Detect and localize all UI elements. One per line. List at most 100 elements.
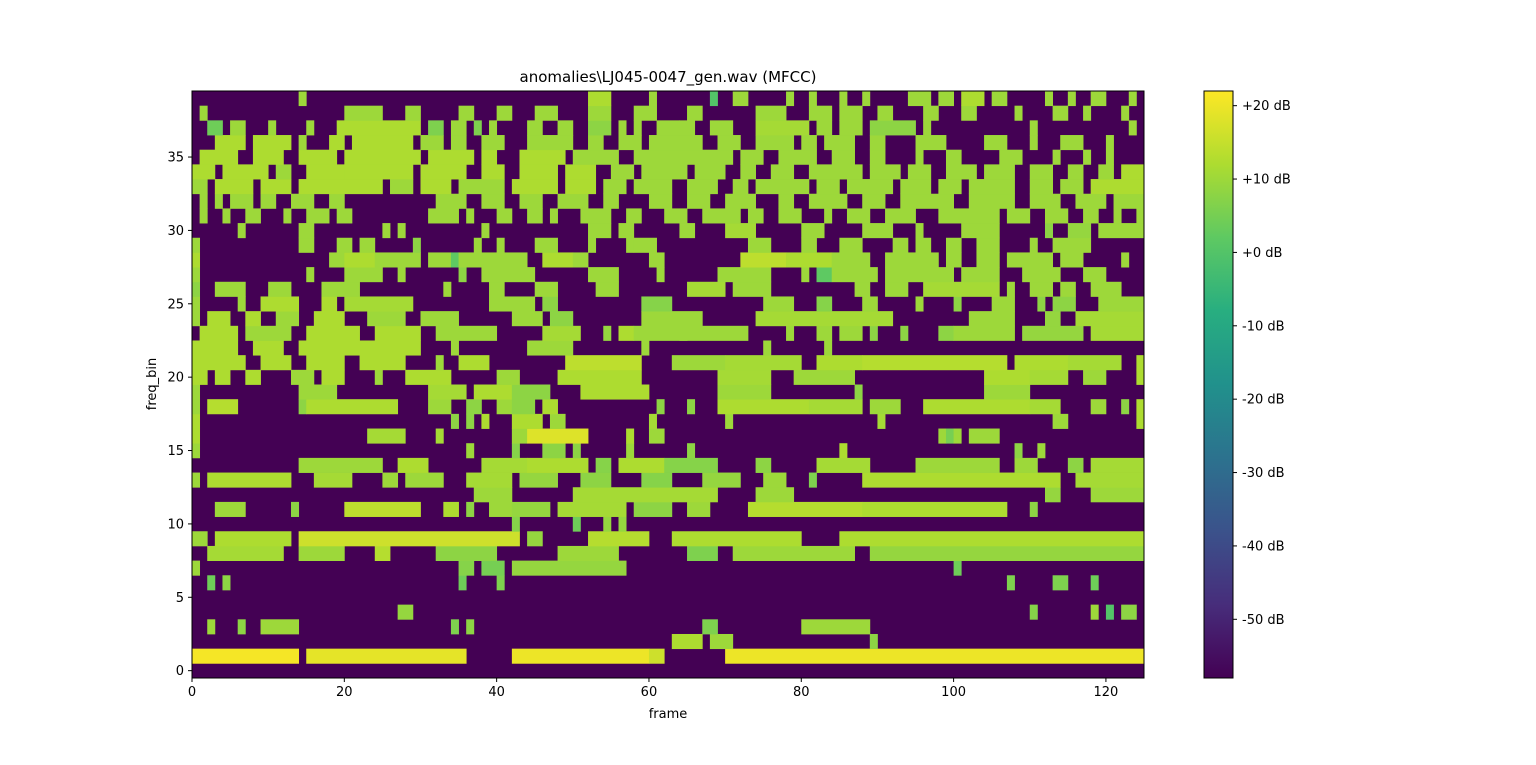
heatmap-cell xyxy=(923,281,1000,297)
heatmap-cell xyxy=(527,340,574,356)
y-axis-label: freq_bin xyxy=(145,358,160,411)
heatmap-cell xyxy=(907,91,932,107)
heatmap-cell xyxy=(945,164,977,180)
heatmap-cell xyxy=(534,237,558,253)
heatmap-cell xyxy=(923,105,939,121)
chart-title: anomalies\LJ045-0047_gen.wav (MFCC) xyxy=(520,68,817,87)
heatmap-cell xyxy=(458,575,467,591)
heatmap-cell xyxy=(519,193,543,209)
heatmap-cell xyxy=(580,208,612,224)
heatmap-cell xyxy=(717,399,810,415)
heatmap-cell xyxy=(687,179,718,195)
heatmap-cell xyxy=(572,443,581,459)
heatmap-cell xyxy=(1128,120,1137,136)
heatmap-cell xyxy=(755,311,894,327)
heatmap-cell xyxy=(511,516,520,532)
heatmap-cell xyxy=(885,252,939,268)
heatmap-cell xyxy=(656,399,665,415)
heatmap-cell xyxy=(344,267,383,283)
heatmap-cell xyxy=(192,428,201,444)
heatmap-cell xyxy=(648,428,665,444)
heatmap-cell xyxy=(291,193,315,209)
heatmap-cell xyxy=(862,193,886,209)
heatmap-cell xyxy=(572,487,718,503)
heatmap-cell xyxy=(1105,135,1114,151)
heatmap-cell xyxy=(420,179,452,195)
heatmap-cell xyxy=(869,633,878,650)
heatmap-cell xyxy=(923,120,932,136)
heatmap-cell xyxy=(1136,399,1144,415)
heatmap-cell xyxy=(648,413,657,429)
heatmap-cell xyxy=(778,193,795,209)
heatmap-cell xyxy=(1121,399,1130,415)
heatmap-cell xyxy=(1067,223,1092,239)
heatmap-cell xyxy=(542,252,574,268)
heatmap-cell xyxy=(877,413,886,429)
heatmap-cell xyxy=(747,237,772,253)
heatmap-cell xyxy=(641,472,673,488)
colorbar xyxy=(1203,90,1234,679)
heatmap-cell xyxy=(626,428,635,444)
heatmap-cell xyxy=(687,399,696,415)
heatmap-cell xyxy=(938,428,947,444)
heatmap-cell xyxy=(877,105,894,121)
heatmap-cell xyxy=(763,296,795,312)
heatmap-cell xyxy=(1006,575,1015,591)
heatmap-cell xyxy=(336,208,353,224)
heatmap-cell xyxy=(610,164,635,180)
heatmap-cell xyxy=(763,340,772,356)
heatmap-cell xyxy=(679,223,696,239)
heatmap-cell xyxy=(458,355,490,371)
heatmap-cell xyxy=(945,252,962,268)
heatmap-cell xyxy=(1090,179,1144,195)
heatmap-cell xyxy=(732,91,749,107)
heatmap-cell xyxy=(892,237,909,253)
heatmap-cell xyxy=(329,193,345,209)
heatmap-cell xyxy=(496,208,513,224)
heatmap-cell xyxy=(397,457,429,473)
heatmap-cell xyxy=(588,91,612,107)
heatmap-cell xyxy=(496,369,520,385)
heatmap-cell xyxy=(496,399,513,415)
heatmap-cell xyxy=(633,105,657,121)
heatmap-cell xyxy=(588,531,650,547)
heatmap-cell xyxy=(984,369,1031,385)
heatmap-cell xyxy=(321,281,360,297)
heatmap-cell xyxy=(915,149,924,165)
heatmap-cell xyxy=(816,296,833,312)
heatmap-cell xyxy=(1121,252,1130,268)
heatmap-cell xyxy=(466,619,475,635)
heatmap-cell xyxy=(869,399,901,415)
heatmap-cell xyxy=(1052,237,1092,253)
heatmap-cell xyxy=(572,149,619,165)
heatmap-cell xyxy=(298,545,345,561)
heatmap-cell xyxy=(1014,355,1069,371)
heatmap-cell xyxy=(1060,179,1084,195)
plot-frame xyxy=(191,90,1145,679)
heatmap-cell xyxy=(481,193,505,209)
heatmap-cell xyxy=(534,281,558,297)
heatmap-cell xyxy=(527,135,574,151)
heatmap-cell xyxy=(344,252,376,268)
heatmap-cell xyxy=(641,340,650,356)
heatmap-cell xyxy=(869,135,886,151)
heatmap-cell xyxy=(618,325,635,341)
heatmap-cell xyxy=(527,457,589,473)
heatmap-cell xyxy=(344,164,414,180)
heatmap-cell xyxy=(192,164,216,180)
heatmap-cell xyxy=(671,633,703,650)
heatmap-cell xyxy=(207,399,239,415)
heatmap-cell xyxy=(786,325,795,341)
heatmap-cell xyxy=(428,252,452,268)
heatmap-cell xyxy=(351,135,414,151)
heatmap-cell xyxy=(207,619,216,635)
heatmap-cell xyxy=(603,325,612,341)
heatmap-cell xyxy=(252,135,292,151)
heatmap-cell xyxy=(953,296,962,312)
heatmap-cell xyxy=(473,237,482,253)
heatmap-cell xyxy=(648,91,657,107)
heatmap-cell xyxy=(367,311,406,327)
x-tick-label: 40 xyxy=(488,685,505,700)
y-tick-label: 30 xyxy=(167,224,184,239)
